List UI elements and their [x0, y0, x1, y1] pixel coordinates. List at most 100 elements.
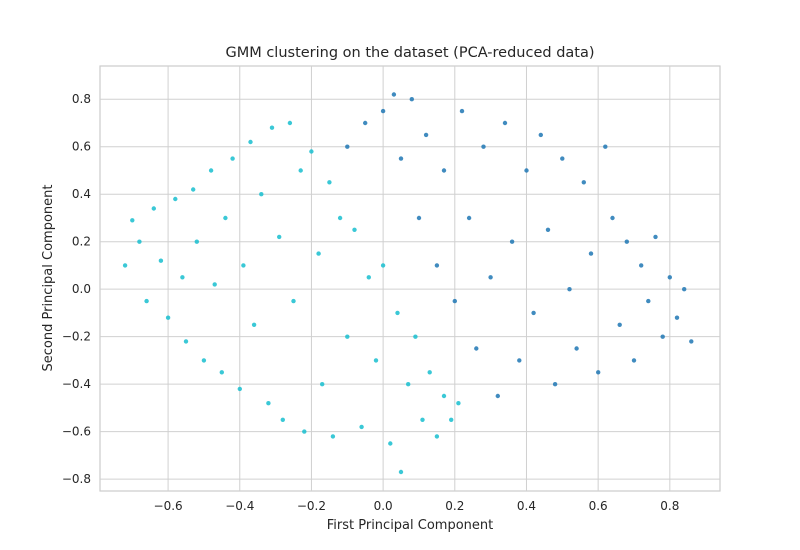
- data-point: [277, 234, 282, 240]
- data-point: [144, 298, 149, 304]
- x-tick-label: 0.6: [589, 499, 608, 513]
- data-point: [291, 298, 296, 304]
- data-point: [230, 156, 235, 161]
- data-point: [552, 382, 558, 387]
- y-tick-label: 0.6: [72, 140, 91, 154]
- data-point: [420, 417, 425, 422]
- data-point: [538, 132, 543, 138]
- data-point: [395, 310, 400, 316]
- data-point: [660, 334, 665, 339]
- x-tick-label: −0.6: [154, 499, 183, 513]
- x-tick-label: 0.4: [517, 499, 536, 513]
- data-point: [646, 298, 651, 304]
- data-point: [456, 401, 461, 406]
- data-point: [251, 322, 257, 327]
- x-axis-title: First Principal Component: [327, 518, 494, 533]
- data-point: [208, 168, 214, 173]
- data-point: [352, 227, 357, 232]
- data-point: [237, 386, 242, 392]
- data-point: [517, 358, 522, 363]
- data-point: [130, 218, 135, 223]
- data-point: [151, 206, 156, 211]
- plot-area: [99, 65, 721, 492]
- x-tick-label: −0.2: [297, 499, 326, 513]
- data-point: [287, 120, 293, 126]
- data-point: [194, 239, 199, 244]
- x-tick-label: 0.8: [660, 499, 679, 513]
- data-point: [165, 315, 171, 320]
- data-point: [474, 346, 479, 351]
- data-point: [588, 251, 594, 256]
- data-point: [495, 393, 500, 399]
- data-point: [302, 429, 307, 434]
- data-point: [248, 139, 253, 145]
- data-point: [639, 263, 644, 268]
- data-point: [212, 282, 217, 287]
- data-point: [137, 239, 142, 244]
- data-point: [241, 263, 246, 268]
- data-point: [452, 298, 457, 304]
- data-point: [406, 382, 411, 387]
- data-point: [298, 168, 303, 173]
- x-tick-label: −0.4: [225, 499, 254, 513]
- data-point: [488, 275, 493, 280]
- data-point: [409, 97, 414, 102]
- data-point: [434, 263, 440, 268]
- data-point: [567, 287, 572, 292]
- data-point: [423, 132, 429, 138]
- data-point: [363, 120, 368, 126]
- data-point: [466, 215, 472, 221]
- data-points: [122, 92, 694, 475]
- data-point: [574, 346, 579, 351]
- y-tick-label: −0.2: [62, 330, 91, 344]
- data-point: [380, 108, 386, 114]
- data-point: [330, 434, 336, 439]
- data-point: [266, 401, 271, 406]
- chart-title: GMM clustering on the dataset (PCA-reduc…: [225, 45, 594, 61]
- data-point: [441, 393, 447, 399]
- cluster-1-points: [345, 92, 694, 399]
- data-point: [269, 125, 275, 130]
- x-tick-label: 0.2: [445, 499, 464, 513]
- data-point: [359, 424, 364, 430]
- data-point: [581, 180, 586, 185]
- data-point: [682, 287, 687, 292]
- data-point: [380, 263, 386, 268]
- data-point: [674, 315, 680, 320]
- data-point: [327, 180, 332, 185]
- data-point: [624, 239, 629, 244]
- data-point: [689, 339, 694, 344]
- data-point: [337, 215, 343, 221]
- data-point: [509, 239, 515, 244]
- data-point: [531, 310, 536, 316]
- data-point: [545, 227, 551, 232]
- data-point: [345, 144, 350, 149]
- data-point: [223, 215, 228, 221]
- x-tick-label: 0.0: [374, 499, 393, 513]
- y-axis-title: Second Principal Component: [41, 185, 56, 372]
- y-tick-label: −0.6: [62, 425, 91, 439]
- data-point: [667, 275, 672, 280]
- y-tick-label: 0.8: [72, 92, 91, 106]
- y-tick-label: 0.0: [72, 282, 91, 296]
- data-point: [122, 263, 128, 268]
- data-point: [158, 258, 164, 263]
- data-point: [653, 234, 658, 240]
- data-point: [631, 358, 637, 363]
- data-point: [459, 108, 465, 114]
- data-point: [398, 156, 404, 161]
- data-point: [391, 92, 397, 97]
- data-point: [219, 370, 224, 375]
- data-point: [201, 358, 207, 363]
- data-point: [373, 358, 379, 363]
- data-point: [259, 192, 264, 197]
- data-point: [449, 417, 454, 422]
- data-point: [427, 370, 432, 375]
- data-point: [191, 187, 196, 192]
- y-tick-label: −0.4: [62, 377, 91, 391]
- data-point: [366, 275, 371, 280]
- data-point: [345, 334, 350, 339]
- data-point: [441, 168, 447, 173]
- data-point: [434, 434, 440, 439]
